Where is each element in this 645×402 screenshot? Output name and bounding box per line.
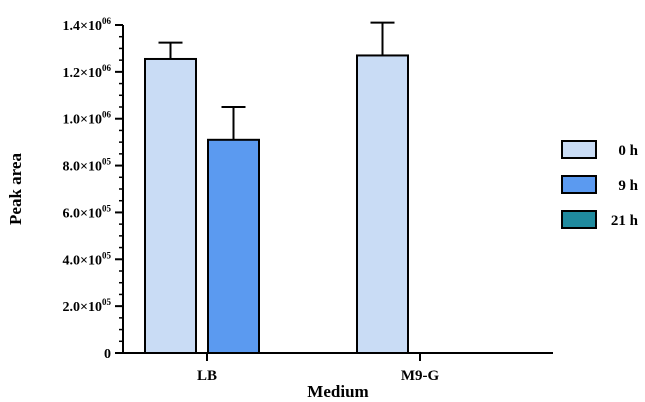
y-tick-label: 6.0×1005 xyxy=(63,203,112,221)
legend-label: 21 h xyxy=(611,213,639,229)
y-tick-exponent: 05 xyxy=(102,297,112,307)
y-tick-exponent: 05 xyxy=(102,250,112,260)
bars xyxy=(144,54,409,354)
bar xyxy=(207,138,260,354)
y-tick-exponent: 06 xyxy=(102,63,112,73)
y-tick-label: 8.0×1005 xyxy=(63,157,112,175)
x-axis-ticks: LB M9-G xyxy=(197,353,439,384)
y-tick-exponent: 06 xyxy=(102,110,112,120)
x-tick-label: LB xyxy=(197,368,217,384)
y-tick-label: 1.0×1006 xyxy=(63,110,112,128)
y-tick-exponent: 06 xyxy=(102,16,112,26)
error-bars xyxy=(158,21,395,140)
x-axis-title: Medium xyxy=(307,382,368,401)
legend: 0 h 9 h 21 h xyxy=(561,140,639,229)
x-tick-label: M9-G xyxy=(401,368,440,384)
y-axis-title: Peak area xyxy=(6,153,25,225)
bar xyxy=(356,54,409,354)
y-tick-label: 1.4×1006 xyxy=(63,16,112,34)
y-tick-exponent: 05 xyxy=(102,157,112,167)
legend-swatch xyxy=(561,210,597,229)
y-tick-label: 2.0×1005 xyxy=(63,297,112,315)
legend-label: 9 h xyxy=(618,178,638,194)
y-tick-label: 0 xyxy=(104,347,111,362)
y-tick-label: 4.0×1005 xyxy=(63,250,112,268)
legend-swatch xyxy=(561,140,597,159)
y-tick-label: 1.2×1006 xyxy=(63,63,112,81)
legend-swatch xyxy=(561,175,597,194)
y-tick-exponent: 05 xyxy=(102,203,112,213)
legend-label: 0 h xyxy=(618,143,638,159)
y-axis-ticks: 0 2.0×1005 4.0×1005 6.0×1005 8.0×1005 1.0×100… xyxy=(63,16,123,362)
bar xyxy=(144,57,197,354)
